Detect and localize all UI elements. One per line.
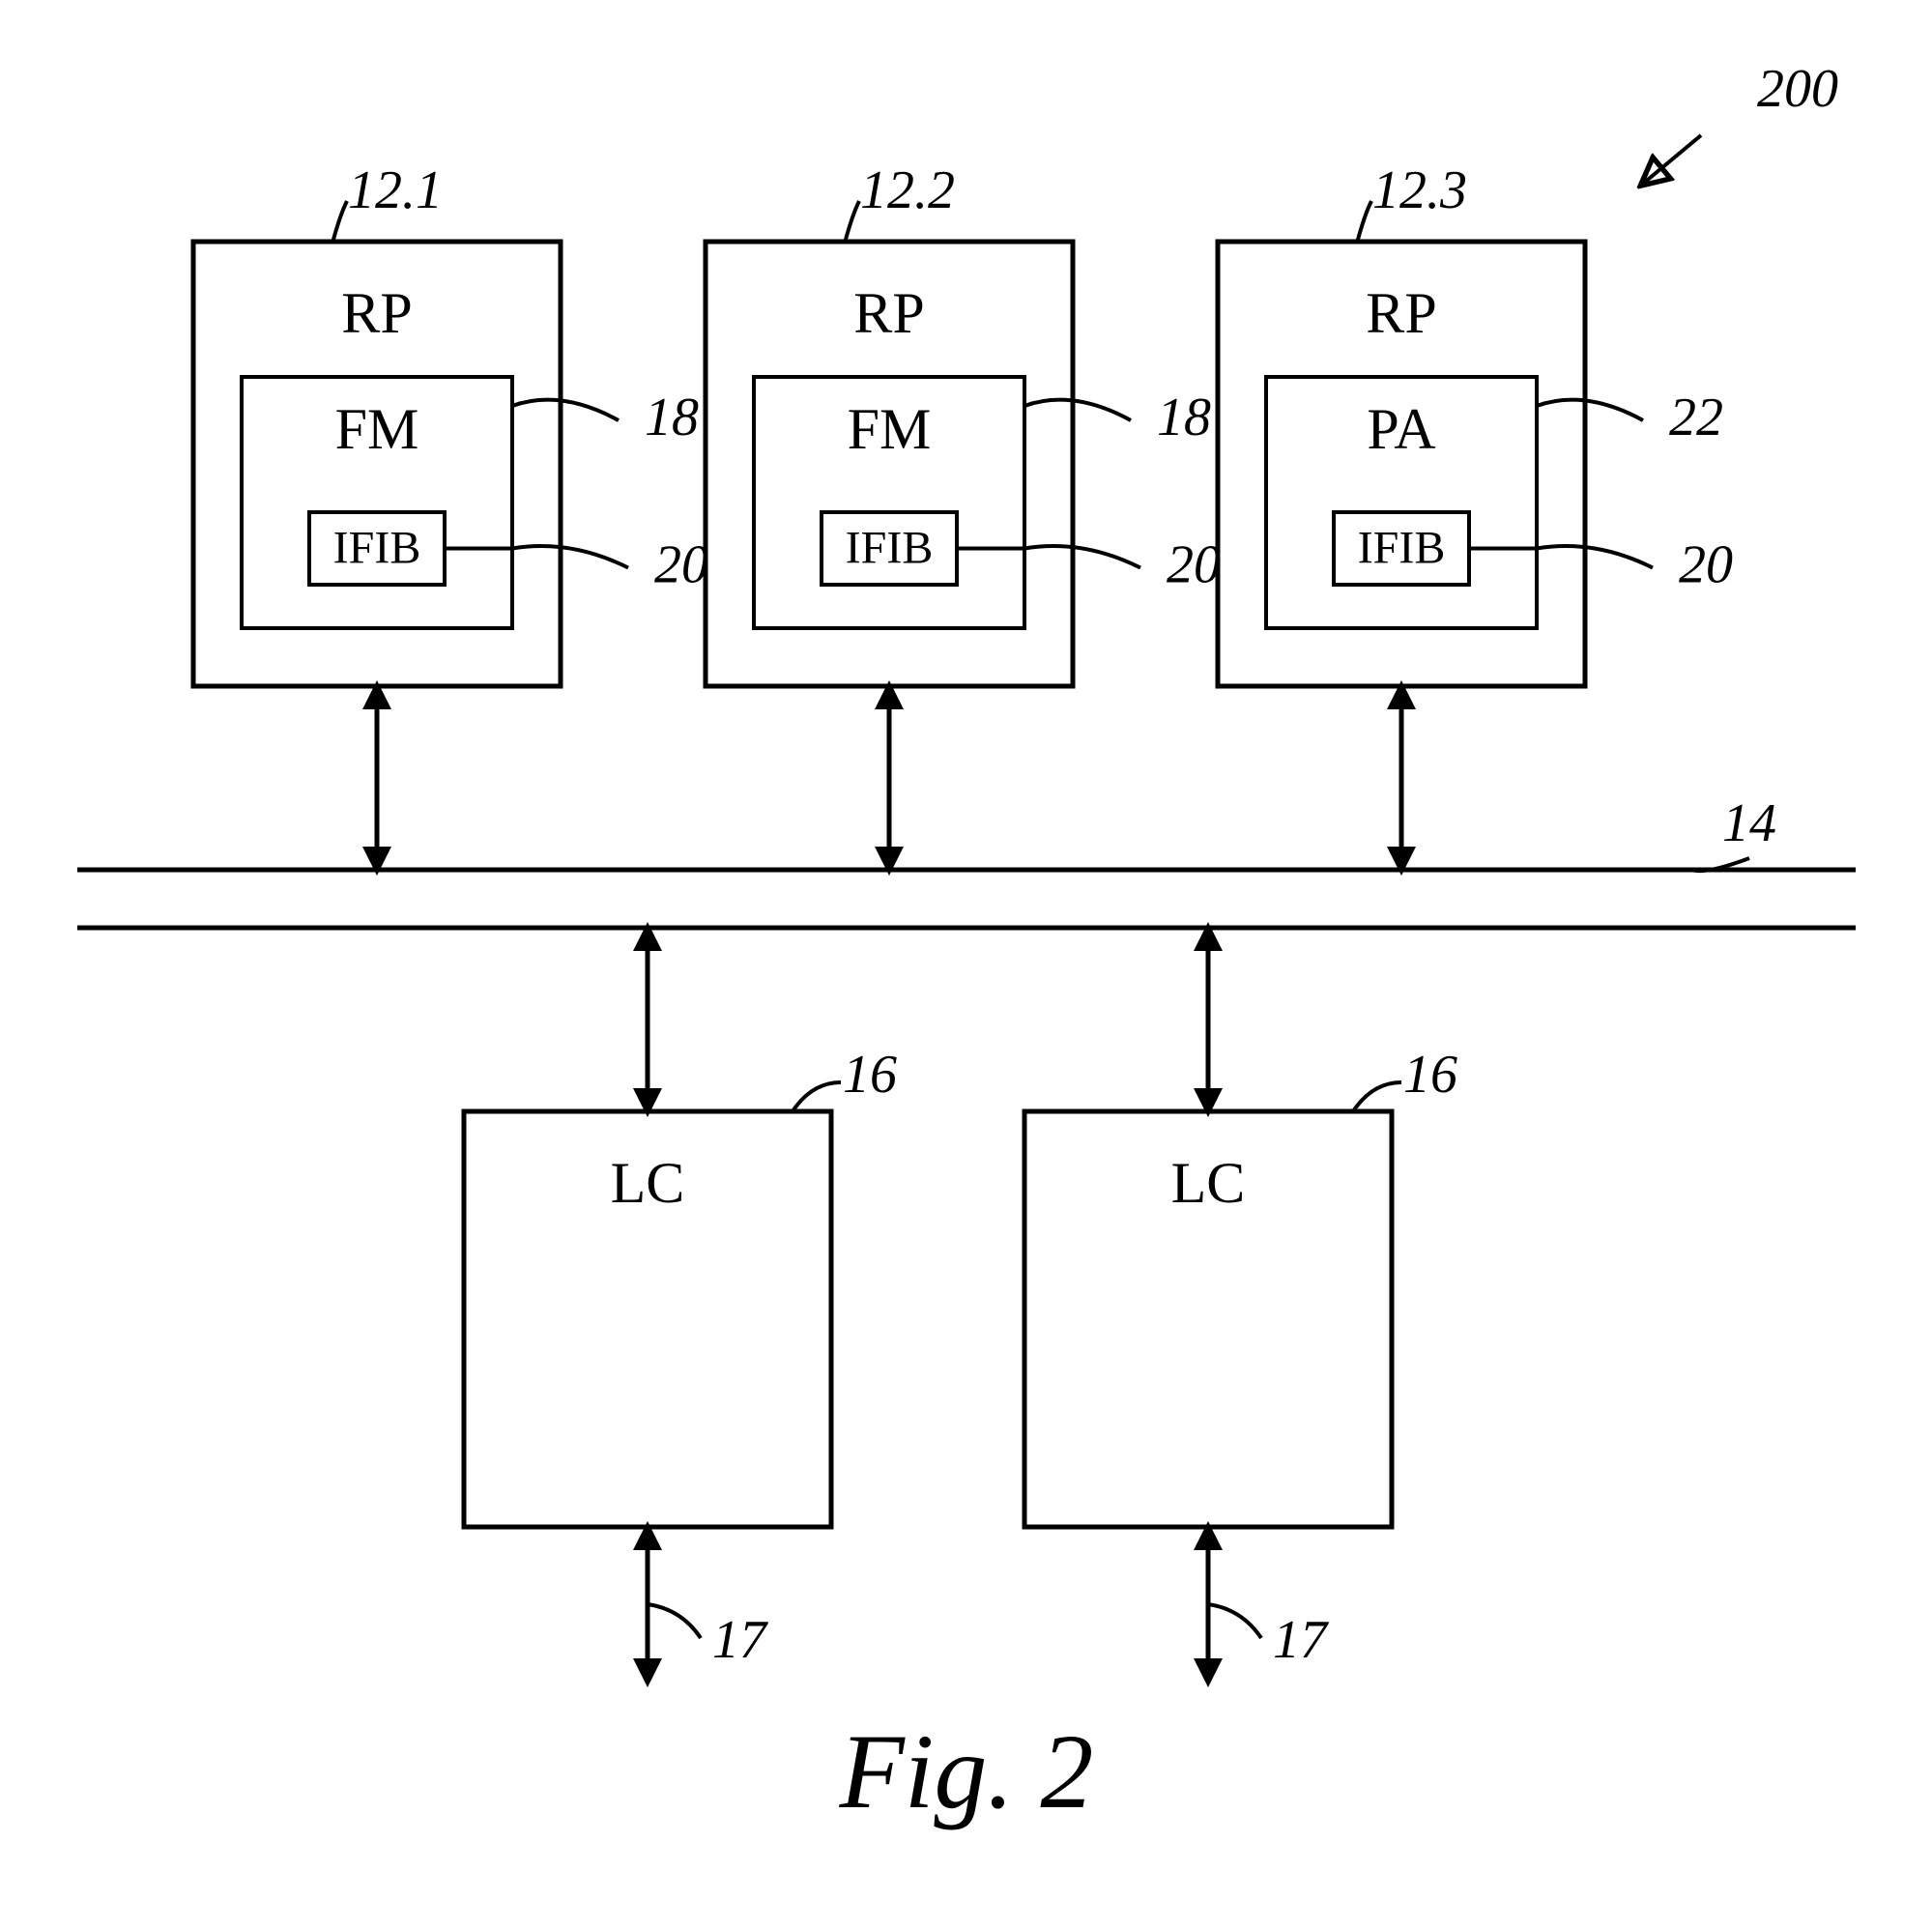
lc-port-ref-leader xyxy=(648,1604,701,1638)
rp-inner-ref-label: 18 xyxy=(645,388,699,447)
ref200-label: 200 xyxy=(1757,59,1838,119)
ifib-ref-label: 20 xyxy=(654,535,708,595)
rp-inner-ref-leader xyxy=(512,400,619,420)
lc-ref-leader xyxy=(793,1082,841,1111)
rp-ref-label: 12.3 xyxy=(1372,160,1467,220)
rp-label: RP xyxy=(853,281,924,345)
rp-inner-label: FM xyxy=(848,397,932,461)
lc-ref-leader xyxy=(1353,1082,1401,1111)
bus-ref-label: 14 xyxy=(1722,793,1776,853)
rp-label: RP xyxy=(341,281,412,345)
ifib-label: IFIB xyxy=(846,523,934,574)
rp-inner-ref-label: 22 xyxy=(1669,388,1723,447)
lc-group-2 xyxy=(1024,928,1401,1682)
lc-port-ref-label: 17 xyxy=(712,1610,768,1670)
ifib-ref-leader xyxy=(1469,546,1653,568)
ifib-ref-label: 20 xyxy=(1167,535,1221,595)
lc-group-1 xyxy=(464,928,841,1682)
rp-inner-label: FM xyxy=(335,397,419,461)
rp-inner-label: PA xyxy=(1367,397,1435,461)
lc-ref-label: 16 xyxy=(843,1045,897,1105)
rp-ref-leader xyxy=(845,201,859,242)
rp-ref-label: 12.2 xyxy=(860,160,955,220)
ifib-label: IFIB xyxy=(333,523,421,574)
figure-label: Fig. 2 xyxy=(839,1712,1094,1830)
diagram-canvas: 14 12.1 RP FM 18 IFIB 20 12.2 RP FM 18 IFIB 20 12.3 RP… xyxy=(0,0,1932,1928)
ifib-label: IFIB xyxy=(1358,523,1446,574)
lc-ref-label: 16 xyxy=(1403,1045,1457,1105)
rp-ref-label: 12.1 xyxy=(348,160,443,220)
lc-label: LC xyxy=(611,1151,685,1215)
ifib-ref-label: 20 xyxy=(1679,535,1733,595)
ref200-arrow xyxy=(1643,135,1701,184)
ifib-ref-leader xyxy=(957,546,1140,568)
lc-label: LC xyxy=(1171,1151,1246,1215)
lc-port-ref-label: 17 xyxy=(1273,1610,1329,1670)
lc-port-ref-leader xyxy=(1208,1604,1261,1638)
rp-inner-ref-leader xyxy=(1537,400,1643,420)
rp-inner-ref-label: 18 xyxy=(1157,388,1211,447)
rp-label: RP xyxy=(1366,281,1436,345)
rp-ref-leader xyxy=(332,201,347,242)
rp-inner-ref-leader xyxy=(1024,400,1131,420)
rp-ref-leader xyxy=(1357,201,1371,242)
ifib-ref-leader xyxy=(445,546,628,568)
